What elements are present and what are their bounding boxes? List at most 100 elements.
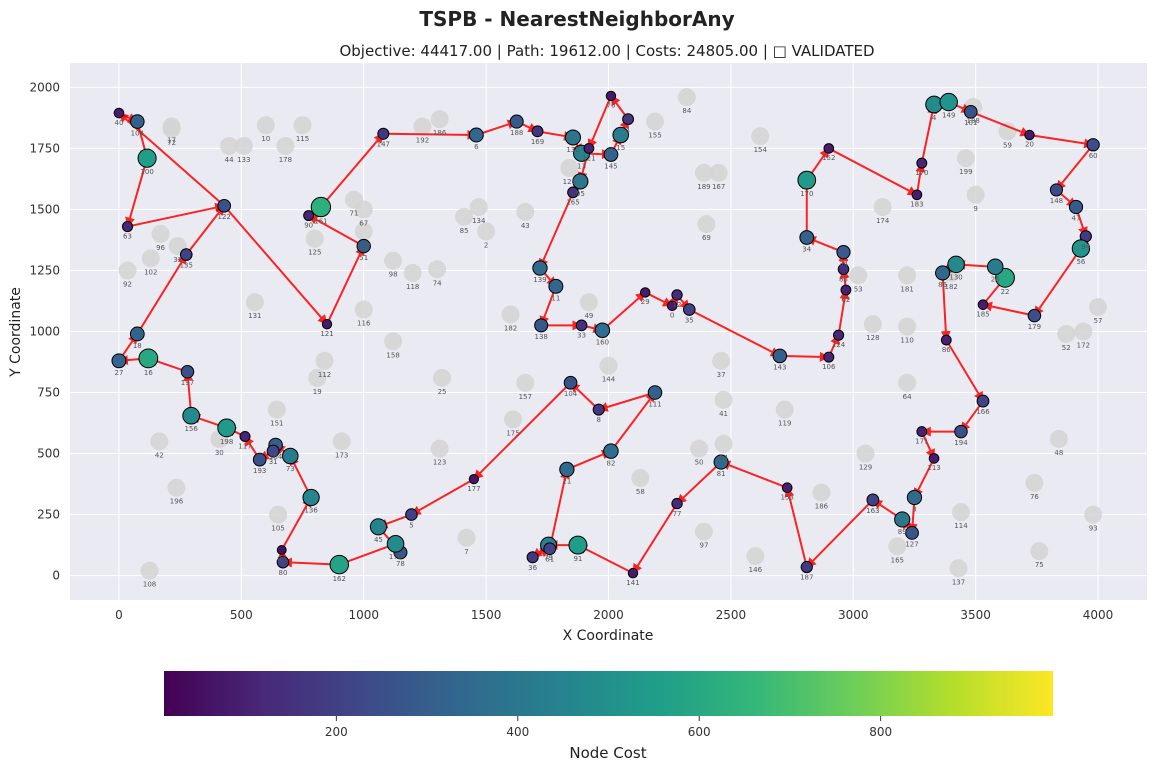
node-label: 27 xyxy=(114,369,123,377)
tour-node xyxy=(121,220,134,233)
tour-node xyxy=(543,542,557,556)
node-label: 122 xyxy=(218,213,231,221)
node-label: 171 xyxy=(915,437,928,445)
colorbar-tick-label: 200 xyxy=(325,725,348,739)
node-label: 10 xyxy=(261,135,270,143)
tour-edge xyxy=(688,308,781,357)
tour-node xyxy=(935,265,951,281)
tour-node xyxy=(266,444,280,458)
tour-node xyxy=(639,287,651,298)
unselected-node xyxy=(354,222,373,241)
node-label: 71 xyxy=(349,210,358,218)
node-label: 188 xyxy=(967,117,980,125)
node-label: 11 xyxy=(551,294,560,302)
node-label: 132 xyxy=(566,146,579,154)
x-tick-labels: 0 500 1000 1500 2000 2500 3000 3500 4000 xyxy=(115,608,1113,622)
node-label: 129 xyxy=(859,464,872,472)
node-label: 162 xyxy=(333,575,346,583)
tour-node xyxy=(369,518,387,536)
unselected-node xyxy=(888,537,907,556)
unselected-node xyxy=(1057,324,1076,343)
node-label: 86 xyxy=(938,281,947,289)
node-label: 51 xyxy=(359,254,368,262)
tour-edge xyxy=(223,205,328,325)
unselected-node xyxy=(141,249,160,268)
x-tick-label: 3000 xyxy=(838,608,869,622)
node-label: 115 xyxy=(296,135,309,143)
node-label: 83 xyxy=(839,276,848,284)
unselected-node xyxy=(956,149,975,168)
unselected-node xyxy=(430,110,449,129)
tour-node xyxy=(321,318,333,330)
tour-node xyxy=(1068,199,1084,215)
tour-edge xyxy=(383,129,478,140)
tour-edge xyxy=(720,460,788,489)
tour-node xyxy=(797,170,817,190)
chart-title: TSPB - NearestNeighborAny xyxy=(419,7,734,31)
node-label: 179 xyxy=(1028,323,1041,331)
tour-node xyxy=(671,289,683,301)
colorbar xyxy=(164,671,1053,716)
tour-node xyxy=(977,299,989,310)
node-label: 173 xyxy=(335,451,348,459)
node-label: 5 xyxy=(409,521,413,529)
tour-edge xyxy=(632,503,678,574)
unselected-node xyxy=(599,356,618,375)
node-label: 43 xyxy=(521,222,530,230)
unselected-node xyxy=(305,229,324,248)
node-label: 32 xyxy=(173,256,182,264)
node-label: 40 xyxy=(114,119,123,127)
tour-node xyxy=(627,567,639,579)
tour-node xyxy=(911,189,923,201)
node-label: 3 xyxy=(912,506,916,514)
node-label: 124 xyxy=(832,341,846,349)
tour-node xyxy=(799,230,815,245)
colorbar-tick-label: 800 xyxy=(869,725,892,739)
unselected-node xyxy=(898,266,917,285)
node-label: 175 xyxy=(506,429,519,437)
unselected-node xyxy=(403,263,422,282)
node-label: 182 xyxy=(944,283,957,291)
unselected-node xyxy=(746,547,765,566)
node-label: 41 xyxy=(719,410,728,418)
y-tick-label: 750 xyxy=(37,386,60,400)
tour-node xyxy=(568,535,588,555)
node-label: 22 xyxy=(1001,288,1010,296)
y-tick-labels: 0 250 500 750 1000 1250 1500 1750 2000 xyxy=(29,80,60,582)
unselected-node xyxy=(775,400,794,419)
unselected-node xyxy=(256,116,275,135)
tour-node xyxy=(329,554,349,575)
tour-node xyxy=(572,173,589,190)
tour-nodes xyxy=(111,90,1100,579)
x-tick-label: 500 xyxy=(230,608,253,622)
y-tick-label: 2000 xyxy=(29,80,60,94)
tour-node xyxy=(781,482,793,494)
tour-node xyxy=(906,489,923,506)
tour-node xyxy=(866,493,880,507)
tour-edge xyxy=(338,542,396,567)
node-label: 189 xyxy=(697,183,710,191)
tour-node xyxy=(1027,308,1042,323)
unselected-node xyxy=(384,332,403,351)
node-label: 127 xyxy=(905,540,918,548)
unselected-nodes xyxy=(118,88,1108,580)
unselected-node xyxy=(714,390,733,409)
node-label: 123 xyxy=(433,459,446,467)
tour-node xyxy=(963,104,978,119)
tour-node xyxy=(928,453,940,464)
unselected-node xyxy=(457,528,476,547)
unselected-node xyxy=(714,434,733,453)
unselected-node xyxy=(560,158,579,177)
node-label: 42 xyxy=(155,451,164,459)
unselected-node xyxy=(140,561,159,580)
node-label: 85 xyxy=(460,227,469,235)
tour-node xyxy=(356,238,371,254)
node-label: 34 xyxy=(839,260,848,268)
node-label: 147 xyxy=(377,140,390,148)
unselected-node xyxy=(1084,505,1103,524)
node-label: 95 xyxy=(576,190,585,198)
node-label: 67 xyxy=(359,219,368,227)
x-tick-label: 0 xyxy=(115,608,123,622)
node-label: 138 xyxy=(535,333,548,341)
